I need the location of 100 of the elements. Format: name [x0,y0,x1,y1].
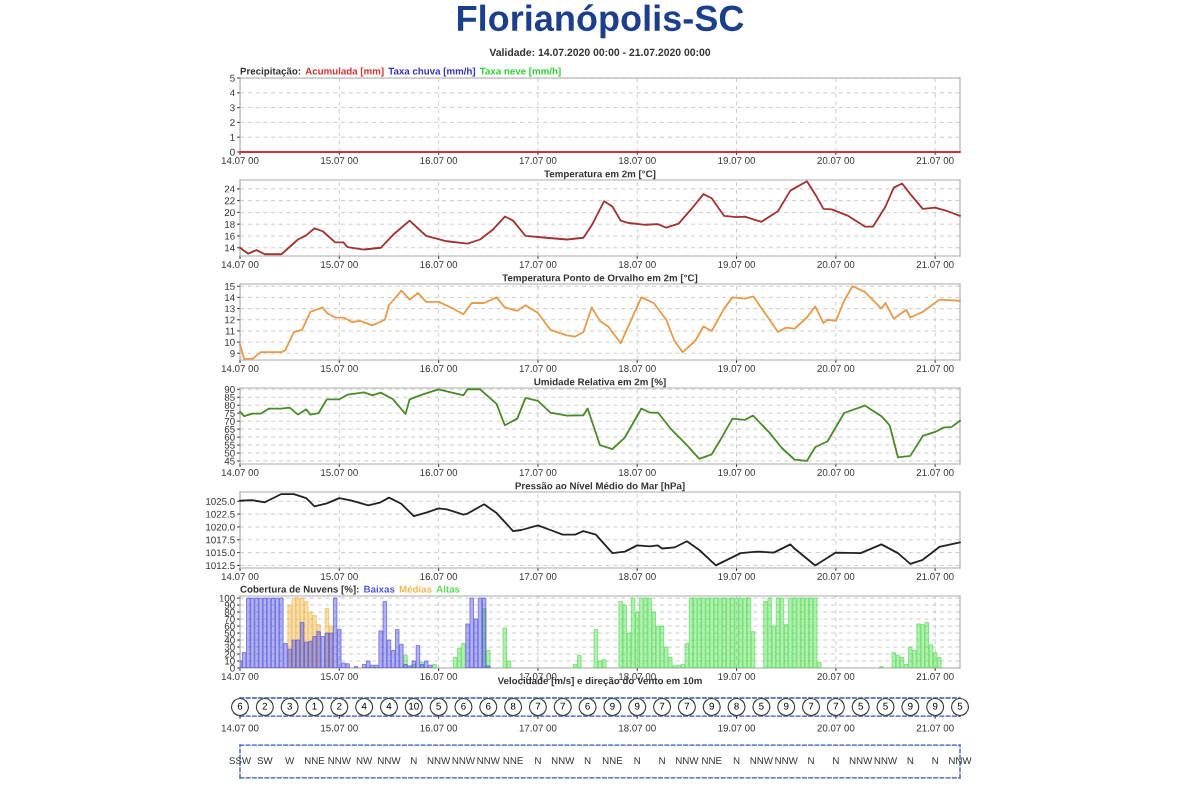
data-label: 6 [237,702,243,710]
bar [461,643,466,668]
bar [366,660,371,668]
text: Validade: 14.07.2020 00:00 - 21.07.2020 00:00 [489,48,711,56]
y-tick-label: 11 [225,327,235,335]
y-tick-label: 0 [230,148,235,156]
bar [895,655,901,668]
y-tick-label: 0 [230,664,235,672]
data-label: 3 [287,702,292,710]
category-label: N [808,757,814,765]
x-tick-label: 14.07 00 [221,573,259,580]
bar [800,597,805,668]
bar [676,664,681,668]
y-tick-label: 90 [224,601,235,609]
y-tick-label: 1017.5 [206,536,235,544]
category-label: 21.07 00 [916,724,954,732]
bar [308,641,313,668]
category-label: 14.07 00 [221,724,259,732]
bar [928,644,934,668]
bar [618,601,623,668]
category-label: NNW [328,757,351,765]
bar [415,645,421,668]
x-tick-label: 18.07 00 [619,573,656,580]
bar [788,597,793,668]
y-tick-label: 80 [224,608,235,616]
bar [767,597,772,668]
category-label: NNW [452,757,476,765]
x-tick-label: 18.07 00 [619,365,656,372]
bar [779,597,785,668]
bar [602,659,607,668]
bar [345,663,350,668]
x-tick-label: 14.07 00 [221,261,259,268]
y-tick-label: 12 [225,316,235,324]
category-label: 17.07 00 [519,724,557,732]
category-label: N [932,757,938,765]
data-label: 2 [337,702,342,710]
bar [672,665,677,668]
bar [899,657,905,668]
bar [933,652,938,668]
series-label: Baixas [364,585,395,593]
category-label: NNW [849,757,873,765]
bar [742,597,747,668]
category-label: N [535,757,541,765]
category-label: 19.07 00 [718,724,756,732]
category-label: N [584,757,591,765]
line-series [239,285,961,360]
data-label: 9 [610,702,615,710]
bar [784,624,789,668]
category-label: N [411,757,417,765]
bar [403,664,408,668]
y-tick-label: 5 [230,74,235,82]
bar [250,597,255,668]
bar [722,597,727,668]
y-tick-label: 3 [230,104,235,112]
bar [651,611,656,668]
bar [270,597,276,668]
bar [622,604,627,668]
y-tick-label: 15 [225,283,235,290]
bar [709,597,714,668]
x-tick-label: 14.07 00 [221,673,259,680]
bar [937,657,942,668]
bar [668,657,673,668]
x-tick-label: 18.07 00 [619,261,656,268]
y-tick-label: 75 [224,410,235,417]
bar [240,660,243,668]
y-tick-label: 10 [225,338,235,346]
chart-title: Cobertura de Nuvens [%]: [240,585,359,595]
data-label: 5 [883,702,888,710]
data-label: 1 [312,702,317,710]
bar [771,625,776,668]
bar [705,597,710,668]
y-tick-label: 65 [224,425,235,433]
category-label: NNW [477,757,500,765]
bar [813,597,818,668]
y-tick-label: 20 [224,650,235,658]
chart-title: Precipitação: [240,67,301,77]
bar [337,629,342,668]
y-tick-label: 1015.0 [206,549,235,557]
bar [908,646,913,668]
data-label: 9 [932,702,938,710]
text: Altas [436,585,460,593]
category-label: N [634,757,640,765]
text: Médias [399,585,432,593]
data-label: 4 [386,702,392,710]
bar [506,660,512,668]
y-tick-label: 85 [224,393,235,401]
y-tick-label: 1020.0 [206,523,235,531]
x-tick-label: 19.07 00 [718,469,756,476]
y-tick-label: 60 [224,622,235,630]
x-tick-label: 19.07 00 [718,261,756,268]
y-tick-label: 30 [224,643,235,651]
x-tick-label: 16.07 00 [420,261,458,268]
data-label: 4 [361,702,367,710]
data-label: 2 [262,702,268,710]
y-tick-label: 1025.0 [206,497,235,505]
y-tick-label: 55 [224,441,235,449]
category-label: NNW [949,757,972,765]
bar [573,664,578,668]
bar [432,664,437,668]
category-label: SSW [229,757,252,765]
